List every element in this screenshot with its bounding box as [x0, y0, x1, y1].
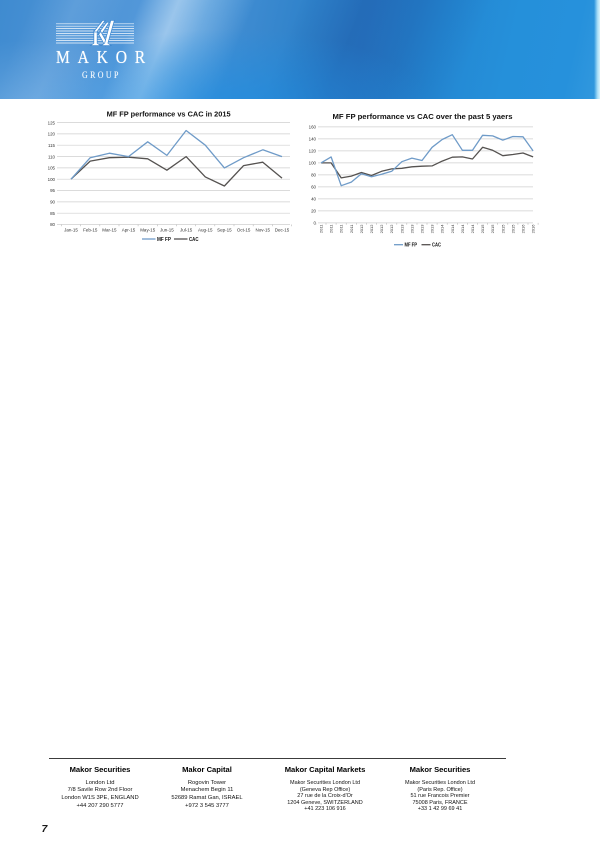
svg-text:125: 125: [48, 120, 56, 125]
svg-text:2014: 2014: [450, 224, 455, 234]
svg-text:2014: 2014: [440, 224, 445, 234]
svg-text:2014: 2014: [460, 224, 465, 234]
svg-text:CAC: CAC: [189, 237, 199, 243]
svg-text:MF FP performance vs CAC in 20: MF FP performance vs CAC in 2015: [107, 109, 231, 118]
svg-text:120: 120: [48, 132, 56, 137]
svg-text:2012: 2012: [379, 224, 384, 234]
svg-text:2016: 2016: [521, 224, 526, 234]
svg-text:2012: 2012: [389, 224, 394, 234]
svg-text:2013: 2013: [399, 224, 404, 234]
svg-text:95: 95: [50, 188, 55, 193]
svg-text:100: 100: [309, 161, 317, 166]
svg-text:MF FP performance vs CAC over: MF FP performance vs CAC over the past 5…: [333, 112, 513, 121]
svg-text:2011: 2011: [329, 224, 334, 233]
svg-text:2011: 2011: [339, 224, 344, 233]
svg-text:Aug-15: Aug-15: [198, 228, 213, 233]
svg-text:MF FP: MF FP: [405, 243, 418, 249]
svg-text:60: 60: [311, 185, 316, 190]
svg-text:85: 85: [50, 211, 55, 216]
svg-text:2015: 2015: [510, 224, 515, 234]
svg-text:Sep-15: Sep-15: [217, 228, 232, 233]
svg-text:Jul-15: Jul-15: [180, 228, 193, 233]
svg-text:2015: 2015: [480, 224, 485, 234]
svg-text:Mar-15: Mar-15: [102, 228, 117, 233]
svg-text:Jun-15: Jun-15: [160, 228, 174, 233]
svg-text:2015: 2015: [500, 224, 505, 234]
svg-text:Feb-15: Feb-15: [83, 228, 98, 233]
svg-text:100: 100: [48, 177, 56, 182]
svg-text:Dec-15: Dec-15: [275, 228, 290, 233]
svg-text:Oct-15: Oct-15: [237, 228, 251, 233]
svg-text:May-15: May-15: [140, 228, 156, 233]
svg-text:140: 140: [309, 137, 317, 142]
svg-text:80: 80: [50, 222, 55, 227]
svg-text:2015: 2015: [490, 224, 495, 234]
svg-text:115: 115: [48, 143, 56, 148]
svg-text:2012: 2012: [359, 224, 364, 234]
svg-text:CAC: CAC: [432, 243, 441, 249]
svg-text:Apr-15: Apr-15: [122, 228, 136, 233]
svg-text:80: 80: [311, 173, 316, 178]
svg-text:2016: 2016: [531, 224, 536, 234]
svg-text:2013: 2013: [409, 224, 414, 234]
svg-text:Nov-15: Nov-15: [256, 228, 271, 233]
svg-text:MF FP: MF FP: [157, 237, 171, 243]
svg-text:120: 120: [309, 149, 317, 154]
svg-text:105: 105: [48, 166, 56, 171]
svg-text:Jan-15: Jan-15: [64, 228, 78, 233]
svg-text:2011: 2011: [319, 224, 324, 233]
svg-text:2011: 2011: [349, 224, 354, 233]
svg-text:40: 40: [311, 197, 316, 202]
svg-text:2012: 2012: [369, 224, 374, 234]
svg-text:110: 110: [48, 154, 56, 159]
svg-text:0: 0: [314, 221, 317, 226]
svg-text:2014: 2014: [470, 224, 475, 234]
svg-text:2013: 2013: [430, 224, 435, 234]
svg-text:160: 160: [309, 125, 317, 130]
svg-text:90: 90: [50, 200, 55, 205]
svg-text:20: 20: [311, 209, 316, 214]
svg-text:2013: 2013: [420, 224, 425, 234]
